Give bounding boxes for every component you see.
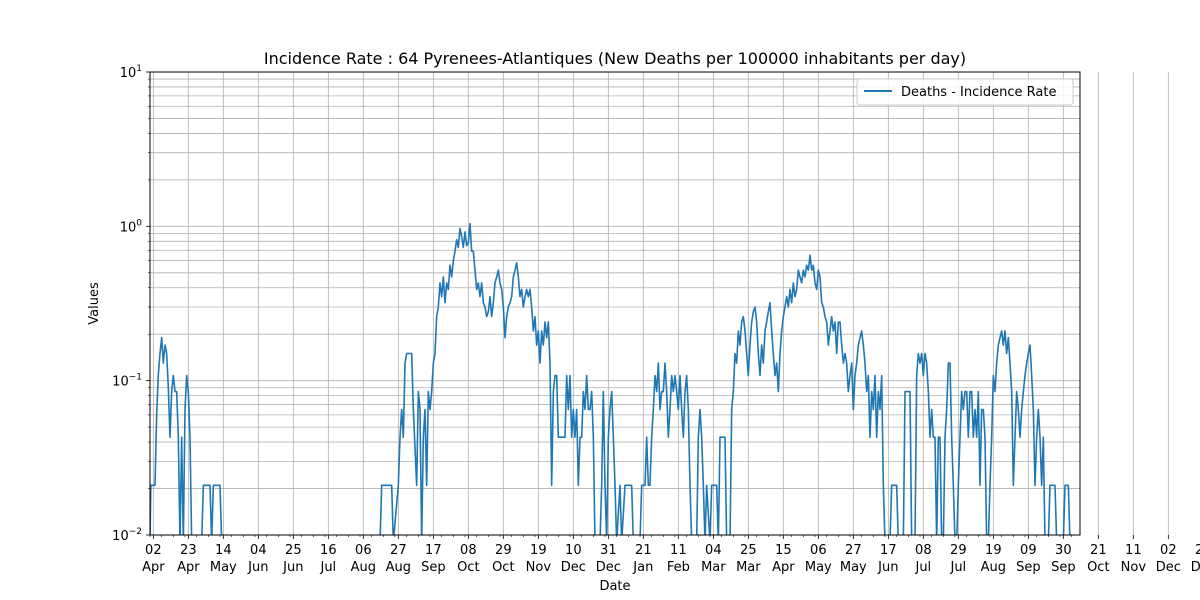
x-tick-month: Nov — [1121, 560, 1147, 575]
x-tick-month: Aug — [386, 560, 411, 575]
x-tick-month: May — [805, 560, 832, 575]
x-tick-day: 23 — [180, 543, 197, 558]
x-tick-day: 02 — [145, 543, 162, 558]
x-tick-month: Mar — [701, 560, 726, 575]
y-tick-label: 101 — [120, 64, 142, 81]
plot-frame — [149, 71, 1081, 536]
x-tick-month: Apr — [772, 560, 795, 575]
legend: Deaths - Incidence Rate — [856, 78, 1074, 106]
x-tick-day: 29 — [495, 543, 512, 558]
x-tick-month: Apr — [142, 560, 165, 575]
x-tick-month: Jul — [319, 560, 336, 575]
x-tick-month: Jul — [914, 560, 931, 575]
x-tick-day: 27 — [845, 543, 862, 558]
legend-entry-label: Deaths - Incidence Rate — [901, 85, 1056, 100]
chart-title: Incidence Rate : 64 Pyrenees-Atlantiques… — [264, 49, 966, 68]
x-tick-day: 25 — [740, 543, 757, 558]
x-tick-month: May — [210, 560, 237, 575]
legend-box — [856, 78, 1074, 106]
x-tick-month: Sep — [421, 560, 446, 575]
plot-lines — [150, 222, 1071, 535]
x-tick-day: 04 — [250, 543, 267, 558]
x-tick-day: 09 — [1020, 543, 1037, 558]
x-tick-day: 08 — [460, 543, 477, 558]
x-tick-day: 10 — [565, 543, 582, 558]
x-tick-day: 21 — [1090, 543, 1107, 558]
y-tick-label: 100 — [120, 218, 143, 235]
grid — [150, 71, 1169, 536]
x-tick-month: Mar — [736, 560, 761, 575]
x-tick-day: 19 — [985, 543, 1002, 558]
x-tick-day: 25 — [285, 543, 302, 558]
y-axis-ticks: 10−2 10−1 100 101 — [112, 64, 150, 544]
x-tick-month: Jun — [247, 560, 268, 575]
x-tick-day: 04 — [705, 543, 722, 558]
x-tick-month: Jul — [949, 560, 966, 575]
x-tick-month: Sep — [1016, 560, 1041, 575]
x-tick-day: 21 — [635, 543, 652, 558]
y-tick-label: 10−1 — [112, 373, 142, 390]
x-tick-day: 16 — [320, 543, 337, 558]
x-tick-month: Oct — [457, 560, 479, 575]
x-tick-day: 02 — [1160, 543, 1177, 558]
x-tick-month: Nov — [526, 560, 552, 575]
x-tick-day: 11 — [1125, 543, 1142, 558]
x-tick-day: 19 — [530, 543, 547, 558]
y-axis-label: Values — [87, 282, 102, 325]
x-tick-day: 11 — [670, 543, 687, 558]
x-tick-month: Jun — [282, 560, 303, 575]
x-tick-month: Jun — [877, 560, 898, 575]
x-tick-month: Feb — [667, 560, 690, 575]
x-tick-month: Dec — [1156, 560, 1181, 575]
x-tick-month: Dec — [561, 560, 586, 575]
x-tick-day: 15 — [775, 543, 792, 558]
x-tick-month: Jan — [632, 560, 653, 575]
x-tick-day: 08 — [915, 543, 932, 558]
x-tick-month: Dec — [596, 560, 621, 575]
x-axis-ticks: 02 Apr 23 Apr 14 May 04 Jun 25 Jun 16 Jul 06 Aug 27 Aug… — [142, 535, 1200, 575]
x-tick-day: 06 — [810, 543, 827, 558]
x-tick-day: 30 — [1055, 543, 1072, 558]
y-tick-label: 10−2 — [112, 527, 142, 544]
x-tick-month: Aug — [981, 560, 1006, 575]
x-tick-month: Apr — [177, 560, 200, 575]
x-tick-day: 17 — [880, 543, 897, 558]
x-tick-month: Aug — [351, 560, 376, 575]
x-tick-month: Oct — [492, 560, 514, 575]
x-tick-day: 17 — [425, 543, 442, 558]
x-tick-day: 27 — [390, 543, 407, 558]
x-tick-day: 29 — [950, 543, 967, 558]
x-tick-month: May — [840, 560, 867, 575]
x-tick-month: Sep — [1051, 560, 1076, 575]
x-tick-day: 31 — [600, 543, 617, 558]
x-tick-day: 23 — [1195, 543, 1200, 558]
x-tick-day: 06 — [355, 543, 372, 558]
x-tick-month: Dec — [1191, 560, 1200, 575]
x-tick-day: 14 — [215, 543, 232, 558]
series-line — [150, 222, 1071, 535]
x-tick-month: Oct — [1087, 560, 1109, 575]
x-axis-label: Date — [599, 579, 630, 594]
